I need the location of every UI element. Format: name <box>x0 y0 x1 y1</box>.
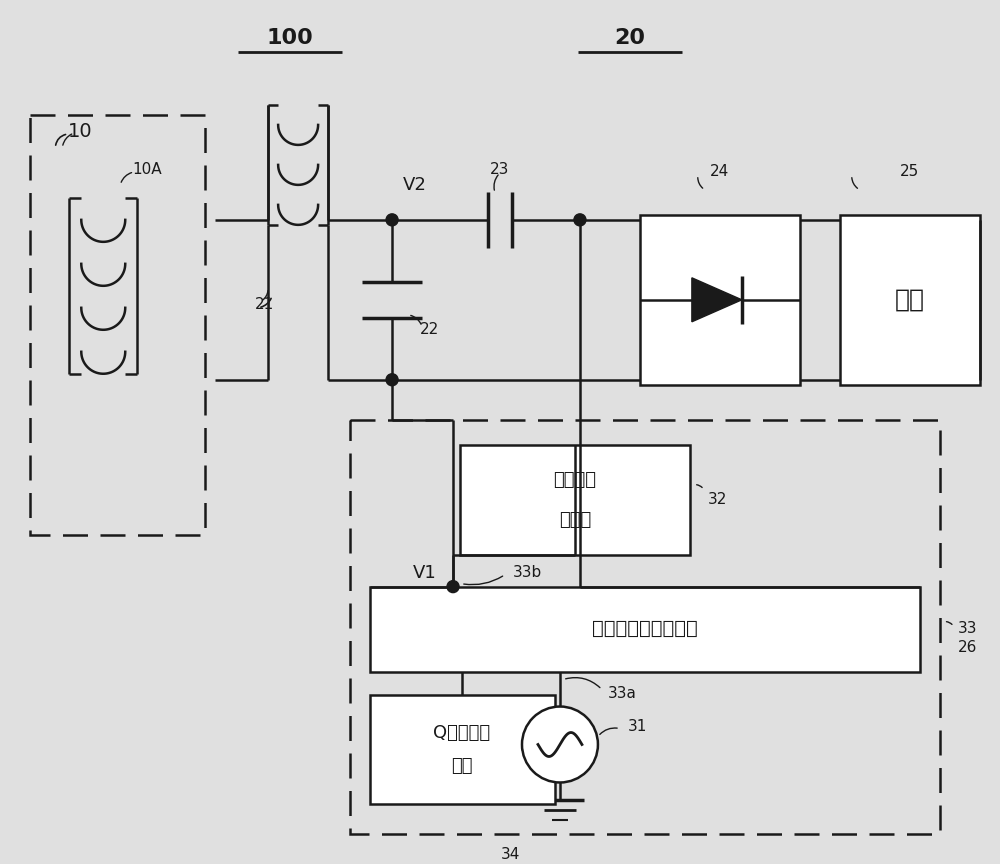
Text: 100: 100 <box>267 28 314 48</box>
Text: 33a: 33a <box>608 686 637 701</box>
Text: 33b: 33b <box>513 565 542 580</box>
Text: 22: 22 <box>420 322 439 337</box>
Text: 电路: 电路 <box>451 758 473 776</box>
Text: 20: 20 <box>614 28 645 48</box>
Text: 23: 23 <box>490 162 510 177</box>
Text: 21: 21 <box>255 297 274 312</box>
Text: Q因数测量: Q因数测量 <box>433 723 491 741</box>
Text: 31: 31 <box>628 719 647 734</box>
Circle shape <box>386 214 398 226</box>
Bar <box>370 695 555 804</box>
Bar <box>460 445 690 555</box>
Text: 26: 26 <box>958 640 977 655</box>
Circle shape <box>522 707 598 783</box>
Bar <box>350 420 940 835</box>
Text: 发送载波去除滤波部: 发送载波去除滤波部 <box>592 619 698 638</box>
Text: 谐振频率: 谐振频率 <box>553 471 596 489</box>
Bar <box>840 215 980 384</box>
Text: 32: 32 <box>708 492 727 507</box>
Text: V1: V1 <box>413 563 437 581</box>
Circle shape <box>386 374 398 385</box>
Text: 负载: 负载 <box>895 288 925 312</box>
Text: 调整器: 调整器 <box>559 511 591 529</box>
Text: 24: 24 <box>710 164 729 180</box>
Text: V2: V2 <box>403 176 427 194</box>
Polygon shape <box>692 278 742 321</box>
Text: 25: 25 <box>900 164 919 180</box>
Circle shape <box>574 214 586 226</box>
Text: 10: 10 <box>68 123 93 142</box>
Bar <box>370 587 920 671</box>
Text: 33: 33 <box>958 621 977 636</box>
Bar <box>30 115 205 535</box>
Text: 10A: 10A <box>132 162 162 177</box>
Bar <box>640 215 800 384</box>
Circle shape <box>447 581 459 593</box>
Text: 34: 34 <box>501 847 521 862</box>
